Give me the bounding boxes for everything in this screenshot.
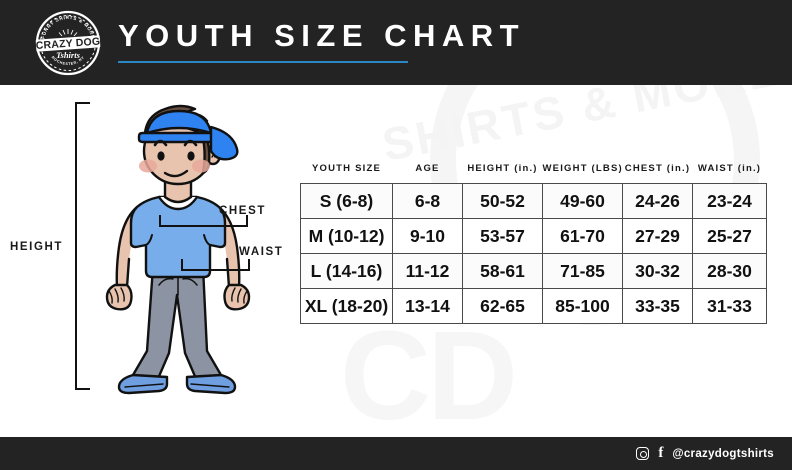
cell-chest: 33-35	[622, 288, 693, 324]
waist-bracket	[181, 259, 250, 271]
social-links: f @crazydogtshirts	[636, 445, 774, 461]
cell-age: 9-10	[392, 218, 463, 254]
cell-age: 13-14	[392, 288, 463, 324]
cell-age: 11-12	[392, 253, 463, 289]
cell-waist: 31-33	[692, 288, 767, 324]
cell-size: XL (18-20)	[300, 288, 393, 324]
cell-waist: 25-27	[692, 218, 767, 254]
cell-waist: 28-30	[692, 253, 767, 289]
cell-weight: 85-100	[542, 288, 623, 324]
page-footer: f @crazydogtshirts	[0, 437, 792, 470]
table-header-row: YOUTH SIZE AGE HEIGHT (in.) WEIGHT (LBS)…	[301, 163, 767, 184]
youth-size-table: YOUTH SIZE AGE HEIGHT (in.) WEIGHT (LBS)…	[300, 163, 767, 324]
cell-weight: 61-70	[542, 218, 623, 254]
title-block: YOUTH SIZE CHART	[118, 18, 738, 63]
cell-waist: 23-24	[692, 183, 767, 219]
cell-weight: 49-60	[542, 183, 623, 219]
table-row: XL (18-20) 13-14 62-65 85-100 33-35 31-3…	[300, 288, 767, 324]
height-label: HEIGHT	[10, 241, 64, 253]
table-row: L (14-16) 11-12 58-61 71-85 30-32 28-30	[300, 253, 767, 289]
youth-figure-illustration	[85, 99, 285, 399]
cell-chest: 30-32	[622, 253, 693, 289]
cell-height: 50-52	[462, 183, 543, 219]
cell-size: M (10-12)	[300, 218, 393, 254]
boy-figure-icon	[105, 104, 251, 395]
cell-height: 58-61	[462, 253, 543, 289]
cell-chest: 27-29	[622, 218, 693, 254]
column-header-weight: WEIGHT (LBS)	[542, 163, 623, 174]
page-header: FUNNY SHIRTS & MORE ROCHESTER, NY CRAZY …	[0, 0, 792, 85]
chest-label: CHEST	[219, 205, 266, 217]
crazy-dog-tshirts-logo[interactable]: FUNNY SHIRTS & MORE ROCHESTER, NY CRAZY …	[22, 10, 114, 76]
column-header-waist: WAIST (in.)	[697, 163, 762, 174]
cell-height: 53-57	[462, 218, 543, 254]
facebook-icon[interactable]: f	[658, 445, 664, 461]
chart-body: SHIRTS & MORE CD tshirts.com	[0, 85, 792, 437]
column-header-height: HEIGHT (in.)	[467, 163, 538, 174]
cell-chest: 24-26	[622, 183, 693, 219]
page-title: YOUTH SIZE CHART	[118, 18, 526, 53]
social-handle[interactable]: @crazydogtshirts	[672, 447, 774, 460]
logo-badge-icon: FUNNY SHIRTS & MORE ROCHESTER, NY CRAZY …	[35, 10, 101, 76]
cell-size: L (14-16)	[300, 253, 393, 289]
cell-size: S (6-8)	[300, 183, 393, 219]
cell-weight: 71-85	[542, 253, 623, 289]
column-header-chest: CHEST (in.)	[624, 163, 691, 174]
column-header-age: AGE	[415, 163, 440, 174]
instagram-icon[interactable]	[636, 447, 650, 460]
cell-age: 6-8	[392, 183, 463, 219]
height-bracket	[75, 102, 90, 390]
waist-label: WAIST	[239, 246, 284, 258]
size-table-container: YOUTH SIZE AGE HEIGHT (in.) WEIGHT (LBS)…	[300, 163, 767, 324]
cell-height: 62-65	[462, 288, 543, 324]
title-accent-line	[118, 61, 408, 63]
table-row: M (10-12) 9-10 53-57 61-70 27-29 25-27	[300, 218, 767, 254]
chest-bracket	[159, 215, 248, 227]
svg-text:Tshirts: Tshirts	[56, 50, 80, 60]
column-header-youth-size: YOUTH SIZE	[311, 163, 381, 174]
table-row: S (6-8) 6-8 50-52 49-60 24-26 23-24	[300, 183, 767, 219]
svg-text:CRAZY DOG: CRAZY DOG	[35, 36, 100, 52]
